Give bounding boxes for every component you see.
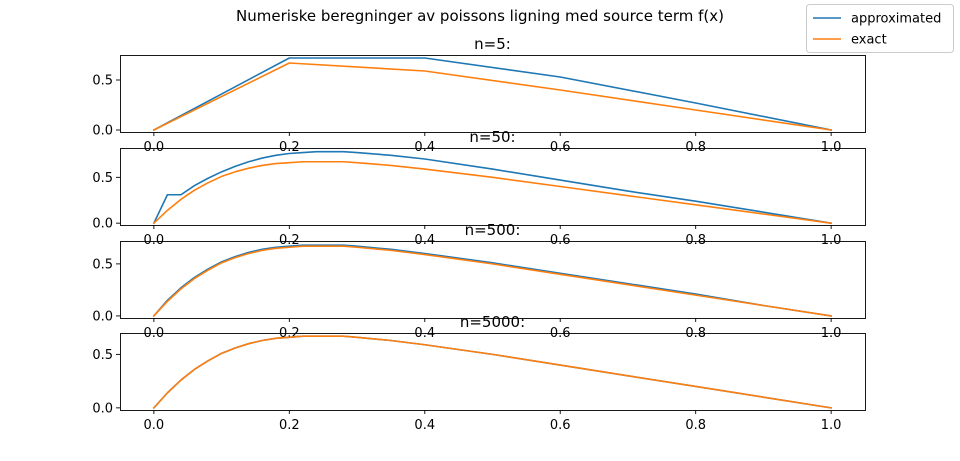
y-tick-label: 0.5 <box>92 74 113 89</box>
y-tick-label: 0.5 <box>92 348 113 363</box>
series-line-exact-4 <box>152 335 833 409</box>
y-tick-label: 0.0 <box>92 401 113 416</box>
axes-frame-4 <box>120 333 866 411</box>
x-tick-label: 0.4 <box>414 233 435 248</box>
x-tick-label: 0.0 <box>144 140 165 155</box>
figure-title: Numeriske beregninger av poissons lignin… <box>236 7 724 25</box>
x-tick-label: 1.0 <box>821 233 842 248</box>
x-tick-label: 0.2 <box>279 233 300 248</box>
subplot-3: 0.0 0.2 0.4 0.6 0.8 1.0 0.0 0.5 n=500: <box>92 221 866 341</box>
series-line-exact-2 <box>152 160 833 225</box>
x-tick-label: 0.8 <box>685 418 706 433</box>
x-tick-label: 0.8 <box>685 233 706 248</box>
x-tick-label: 1.0 <box>821 140 842 155</box>
x-tick-label: 0.0 <box>144 233 165 248</box>
legend: approximated exact <box>806 4 954 53</box>
y-tick-label: 0.5 <box>92 257 113 272</box>
legend-label-approximated: approximated <box>851 12 941 27</box>
x-tick-label: 0.4 <box>414 140 435 155</box>
series-line-approximated-4 <box>152 335 833 409</box>
series-line-exact-3 <box>152 245 833 318</box>
x-tick-label: 0.0 <box>144 418 165 433</box>
y-tick-label: 0.0 <box>92 217 113 232</box>
subplot-title: n=500: <box>465 221 521 239</box>
subplot-title: n=5000: <box>460 313 525 331</box>
x-tick-label: 0.2 <box>279 418 300 433</box>
x-tick-label: 1.0 <box>821 418 842 433</box>
x-tick-label: 0.4 <box>414 418 435 433</box>
y-tick-label: 0.0 <box>92 309 113 324</box>
x-tick-label: 0.8 <box>685 140 706 155</box>
x-tick-label: 0.2 <box>279 140 300 155</box>
series-line-approximated-3 <box>152 244 833 318</box>
legend-frame <box>806 4 954 53</box>
legend-label-exact: exact <box>851 33 887 48</box>
subplot-title: n=50: <box>469 128 515 146</box>
x-tick-label: 0.6 <box>550 233 571 248</box>
subplot-panels: 0.0 0.2 0.4 0.6 0.8 1.0 0.0 0.5 n=5: 0.0 0.2 0.4 0.6… <box>92 35 866 433</box>
subplot-1: 0.0 0.2 0.4 0.6 0.8 1.0 0.0 0.5 n=5: <box>92 35 866 155</box>
x-tick-label: 0.6 <box>550 140 571 155</box>
subplot-4: 0.0 0.2 0.4 0.6 0.8 1.0 0.0 0.5 n=5000: <box>92 313 866 433</box>
series-line-approximated-1 <box>152 57 833 132</box>
y-tick-label: 0.0 <box>92 124 113 139</box>
subplot-2: 0.0 0.2 0.4 0.6 0.8 1.0 0.0 0.5 n=50: <box>92 128 866 248</box>
series-line-approximated-2 <box>152 150 833 225</box>
axes-frame-3 <box>120 241 866 319</box>
axes-frame-2 <box>120 148 866 226</box>
y-tick-label: 0.5 <box>92 171 113 186</box>
series-line-exact-1 <box>152 62 833 132</box>
subplot-title: n=5: <box>474 35 511 53</box>
x-tick-label: 0.6 <box>550 418 571 433</box>
axes-frame-1 <box>120 55 866 133</box>
